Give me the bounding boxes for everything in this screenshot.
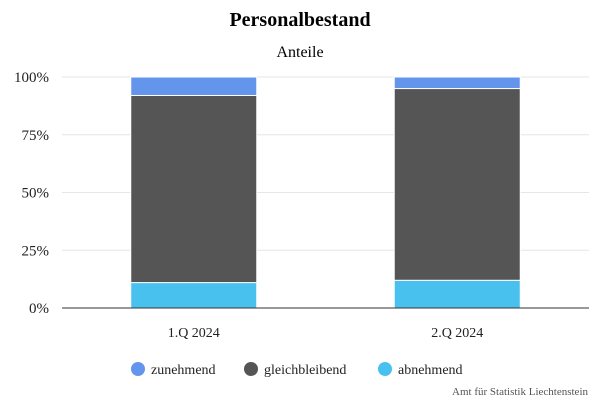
legend-marker xyxy=(378,362,392,376)
x-tick-label: 2.Q 2024 xyxy=(431,326,483,341)
credits[interactable]: Amt für Statistik Liechtenstein xyxy=(452,386,588,398)
legend-label: gleichbleibend xyxy=(264,363,346,378)
legend-item-zunehmend[interactable]: zunehmend xyxy=(131,362,216,378)
legend-item-gleichbleibend[interactable]: gleichbleibend xyxy=(244,362,346,378)
bar-segment-gleichbleibend[interactable] xyxy=(130,94,258,284)
x-axis: 1.Q 2024 2.Q 2024 xyxy=(168,326,484,341)
legend-label: abnehmend xyxy=(398,363,463,378)
chart-subtitle: Anteile xyxy=(276,44,323,61)
x-tick-label: 1.Q 2024 xyxy=(168,326,220,341)
chart-title: Personalbestand xyxy=(229,9,370,31)
bar-segment-gleichbleibend[interactable] xyxy=(393,88,521,281)
y-tick-label: 0% xyxy=(29,301,49,317)
y-tick-label: 75% xyxy=(22,128,50,144)
legend-marker xyxy=(131,362,145,376)
bar-segment-zunehmend[interactable] xyxy=(393,76,521,90)
bar-segment-abnehmend[interactable] xyxy=(393,279,521,309)
y-axis: 0% 25% 50% 75% 100% xyxy=(14,70,49,317)
legend-marker xyxy=(244,362,258,376)
bars xyxy=(130,76,521,309)
legend-item-abnehmend[interactable]: abnehmend xyxy=(378,362,463,378)
bar-segment-abnehmend[interactable] xyxy=(130,282,258,309)
y-tick-label: 100% xyxy=(14,70,49,86)
y-tick-label: 25% xyxy=(22,243,50,259)
y-tick-label: 50% xyxy=(22,186,50,202)
bar-segment-zunehmend[interactable] xyxy=(130,76,258,96)
legend: zunehmend gleichbleibend abnehmend xyxy=(131,362,463,378)
legend-label: zunehmend xyxy=(151,363,216,378)
